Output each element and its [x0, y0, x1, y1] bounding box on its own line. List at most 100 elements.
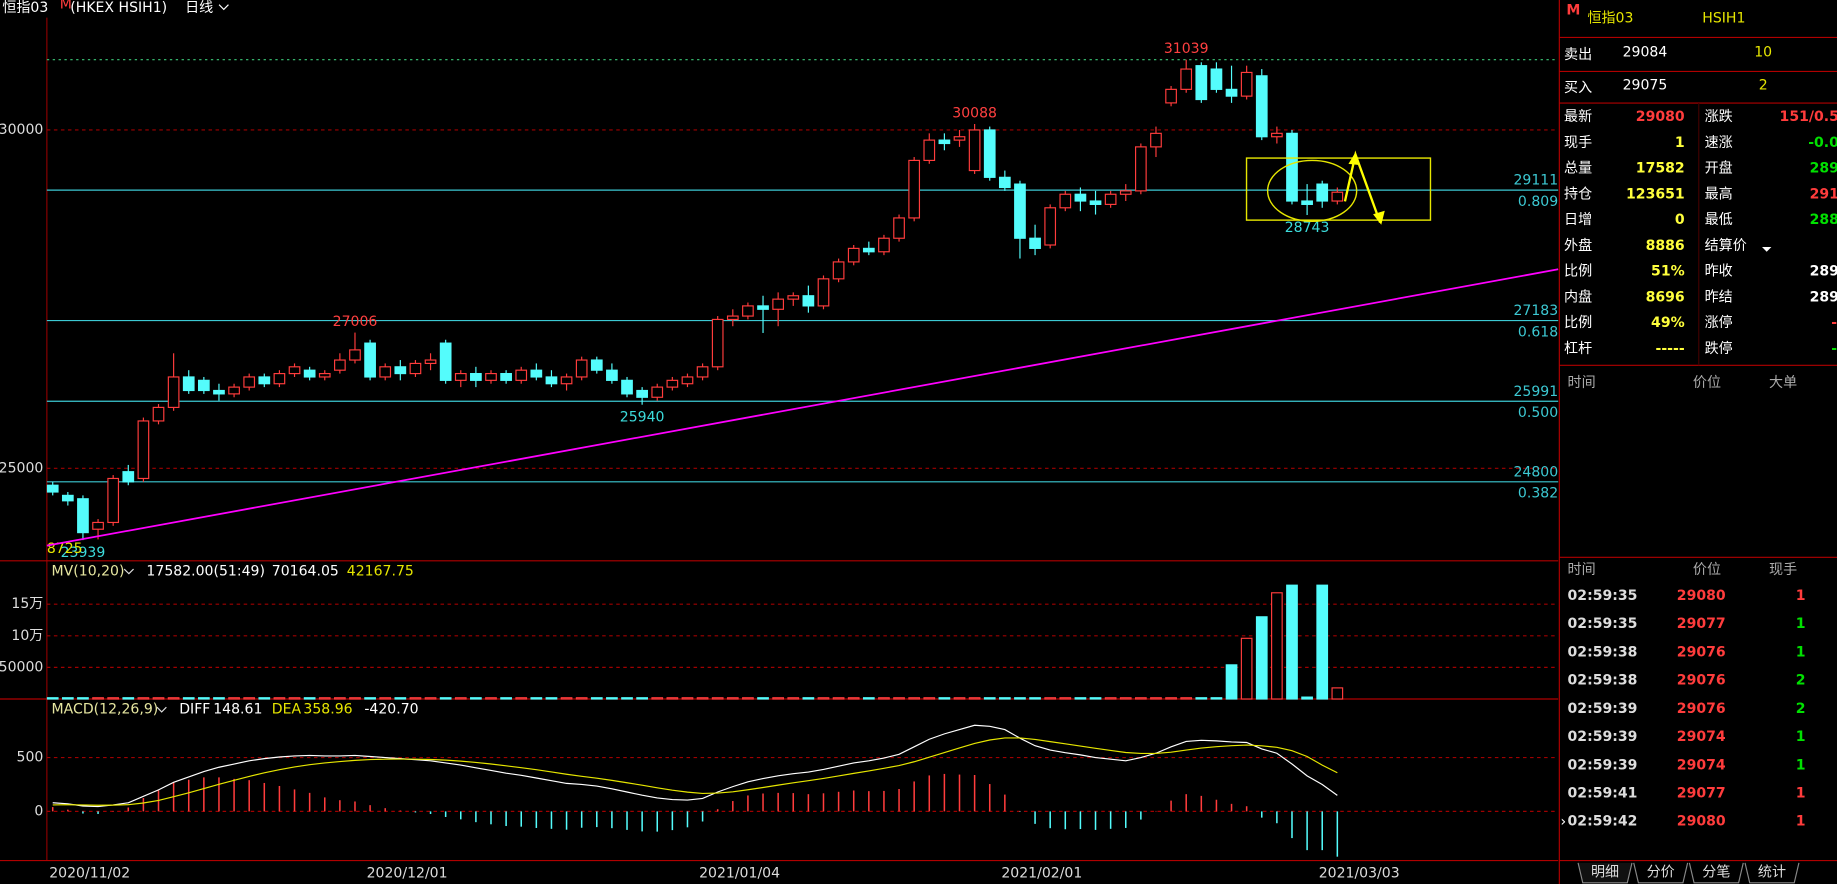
- fib-ratio: 0.500: [1518, 405, 1558, 421]
- candle-body: [1119, 190, 1132, 195]
- volume-bar: [1316, 584, 1329, 700]
- volume-bar: [832, 697, 845, 700]
- y-tick-label: 30000: [0, 122, 43, 138]
- candle-body: [772, 298, 785, 310]
- volume-bar: [621, 697, 633, 700]
- volume-bar: [923, 697, 936, 700]
- quote-value: 2880: [1810, 212, 1837, 228]
- quote-value: 2892: [1810, 264, 1837, 280]
- candle-body: [107, 477, 120, 524]
- volume-bar: [122, 697, 135, 700]
- candle-body: [938, 139, 951, 145]
- tab-shape[interactable]: [1688, 862, 1744, 884]
- volume-bar: [953, 697, 966, 700]
- candle-body: [273, 372, 286, 385]
- volume-bar: [349, 697, 361, 700]
- volume-bar: [802, 697, 815, 700]
- candle-body: [349, 349, 361, 361]
- y-tick-label: 0: [34, 803, 43, 819]
- quote-value: 0: [1675, 212, 1685, 228]
- title-arrow[interactable]: [156, 706, 167, 713]
- quote-value: 8886: [1646, 238, 1685, 254]
- candle-body: [439, 342, 452, 381]
- candle-body: [1180, 68, 1193, 90]
- tick-price: 29076: [1677, 644, 1726, 660]
- volume-bar: [1104, 697, 1117, 700]
- tab-shape[interactable]: [1744, 862, 1800, 884]
- tick-size: 1: [1796, 588, 1806, 604]
- title-arrow[interactable]: [123, 568, 134, 575]
- macd-panel: 500 0 MACD(12,26,9) DIFF 148.61 DEA 358.96 -420…: [17, 702, 1559, 857]
- candle-body: [46, 484, 59, 493]
- tab-label[interactable]: 明细: [1591, 864, 1619, 880]
- candle-body: [1301, 200, 1313, 205]
- volume-bar: [575, 697, 588, 700]
- volume-bar: [787, 697, 800, 700]
- candle-body: [1044, 207, 1057, 246]
- volume-bar: [1150, 697, 1162, 700]
- tab-label[interactable]: 分价: [1647, 864, 1675, 880]
- period-select[interactable]: 日线: [185, 0, 213, 16]
- candle-body: [1014, 183, 1026, 239]
- volume-bar: [772, 697, 785, 700]
- volume-bar: [1135, 697, 1147, 700]
- tab-shape[interactable]: [1577, 862, 1633, 884]
- volume-bar: [1180, 697, 1193, 700]
- quote-label: 持仓: [1564, 186, 1592, 202]
- volume-bar: [288, 697, 301, 700]
- row-cursor: ›: [1561, 814, 1567, 830]
- candle-body: [953, 136, 966, 141]
- box-annotation: [1245, 157, 1432, 221]
- volume-bar: [334, 697, 346, 700]
- y-tick-label: 500: [17, 750, 44, 766]
- legend-value: 17582.00(51:49): [146, 563, 265, 579]
- tick-price: 29074: [1677, 729, 1726, 745]
- candle-body: [167, 376, 180, 408]
- tab-label[interactable]: 分笔: [1702, 864, 1730, 880]
- volume-bar: [681, 697, 694, 700]
- tick-size: 1: [1796, 644, 1806, 660]
- volume-bar: [439, 697, 452, 700]
- candle-body: [711, 318, 724, 368]
- quote-value: 1: [1675, 135, 1685, 151]
- volume-bar: [303, 697, 316, 700]
- bid-label: 买入: [1564, 80, 1592, 96]
- tick-size: 1: [1796, 814, 1806, 830]
- candle-body: [666, 379, 679, 388]
- volume-bar: [938, 697, 951, 700]
- candle-body: [182, 376, 195, 392]
- volume-bar: [470, 697, 482, 700]
- volume-bar: [545, 697, 558, 700]
- volume-bar: [666, 697, 679, 700]
- ask-price: 29084: [1623, 45, 1668, 61]
- quote-value: 17582: [1636, 161, 1685, 177]
- quote-value: 8696: [1646, 289, 1685, 305]
- legend-value: -420.70: [364, 702, 418, 718]
- quote-name: 恒指03: [1587, 11, 1633, 27]
- candle-body: [908, 159, 921, 219]
- candle-body: [243, 376, 256, 388]
- legend-name: DEA: [272, 702, 302, 718]
- period-arrow[interactable]: [218, 4, 229, 11]
- settle-arrow[interactable]: [1762, 247, 1772, 252]
- candle-body: [1210, 68, 1223, 90]
- tab-label[interactable]: 统计: [1758, 864, 1786, 880]
- tick-price: 29074: [1677, 757, 1726, 773]
- legend-value: 148.61: [213, 702, 262, 718]
- tick-price: 29076: [1677, 673, 1726, 689]
- volume-bar: [1271, 592, 1283, 700]
- volume-bar: [61, 697, 74, 700]
- volume-bar: [757, 697, 769, 700]
- candle-body: [847, 247, 860, 263]
- candle-body: [228, 386, 240, 395]
- candle-body: [92, 521, 104, 530]
- tick-time: 02:59:42: [1568, 814, 1638, 830]
- candle-body: [379, 366, 392, 378]
- volume-bar: [651, 697, 664, 700]
- volume-bar: [258, 697, 271, 700]
- volume-bar: [92, 697, 104, 700]
- tab-shape[interactable]: [1633, 862, 1689, 884]
- x-tick-label: 2021/02/01: [1001, 865, 1082, 881]
- y-tick-label: 25000: [0, 460, 43, 476]
- volume-bar: [908, 697, 921, 700]
